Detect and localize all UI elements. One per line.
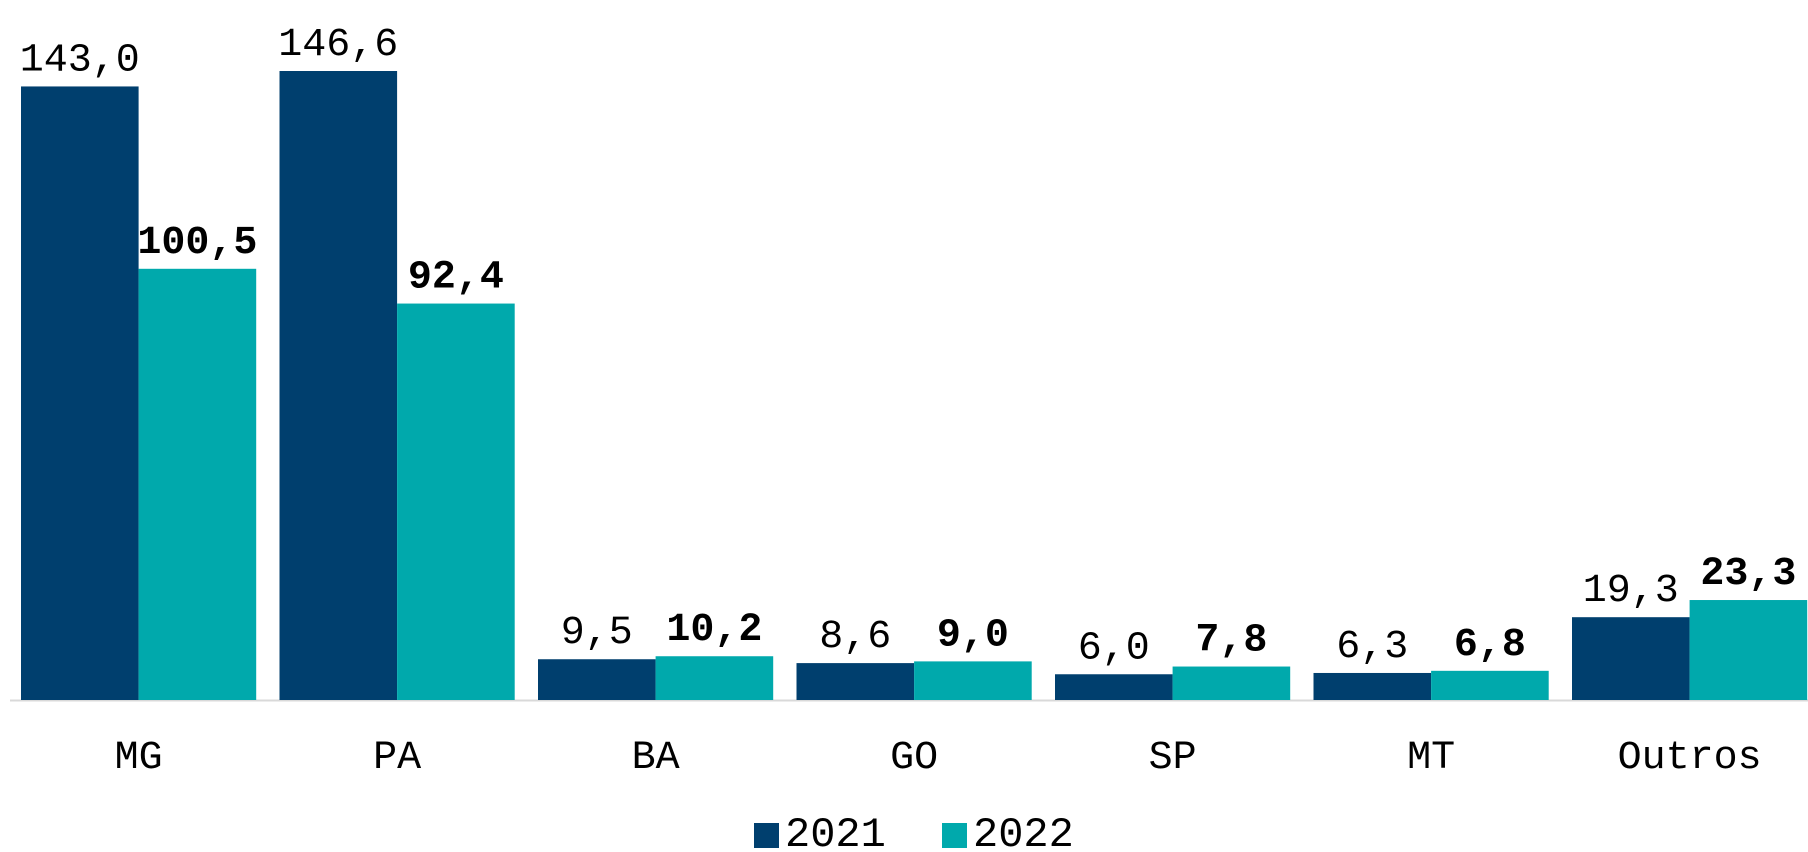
legend-label: 2021 — [785, 811, 886, 852]
x-tick-label: BA — [632, 736, 680, 781]
x-tick-label: MG — [115, 736, 163, 781]
data-label: 9,0 — [937, 613, 1009, 658]
bar — [796, 663, 915, 700]
legend-swatch — [754, 823, 779, 848]
x-tick-label: PA — [373, 736, 421, 781]
bar — [21, 86, 139, 701]
data-label: 146,6 — [278, 23, 398, 68]
bar — [279, 71, 398, 700]
legend-swatch — [942, 823, 967, 848]
x-tick-label: SP — [1149, 736, 1197, 781]
data-label: 23,3 — [1700, 552, 1796, 597]
data-label: 100,5 — [137, 221, 257, 266]
bar — [1431, 670, 1549, 700]
bar — [1313, 672, 1432, 700]
bar — [914, 661, 1032, 700]
x-tick-label: MT — [1407, 736, 1455, 781]
data-label: 10,2 — [666, 608, 762, 653]
bar — [1689, 600, 1808, 700]
data-label: 8,6 — [819, 615, 891, 660]
data-label: 6,0 — [1078, 626, 1150, 671]
bar — [397, 303, 515, 700]
data-label: 19,3 — [1583, 569, 1679, 614]
legend-label: 2022 — [973, 811, 1074, 852]
x-tick-label: GO — [890, 736, 938, 781]
data-label: 7,8 — [1195, 619, 1267, 664]
data-label: 92,4 — [408, 256, 504, 301]
bar — [1572, 617, 1690, 700]
bar — [1172, 666, 1291, 700]
bar — [1055, 674, 1173, 700]
data-label: 143,0 — [20, 38, 140, 83]
bar — [538, 659, 656, 700]
x-tick-label: Outros — [1618, 736, 1762, 781]
data-label: 6,8 — [1454, 623, 1526, 668]
data-label: 6,3 — [1336, 625, 1408, 670]
data-label: 9,5 — [561, 611, 633, 656]
bar — [655, 656, 774, 700]
bar — [138, 268, 257, 700]
